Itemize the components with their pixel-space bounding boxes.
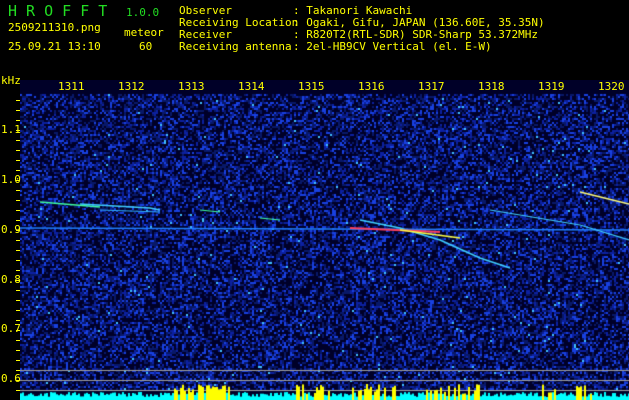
- datetime: 25.09.21 13:10: [8, 40, 101, 53]
- y-tick: [16, 390, 20, 391]
- y-tick: [16, 110, 20, 111]
- y-tick: [16, 180, 20, 181]
- y-tick: [16, 290, 20, 291]
- y-unit: kHz: [1, 74, 21, 87]
- y-tick: [16, 330, 20, 331]
- y-tick: [16, 250, 20, 251]
- y-tick: [16, 130, 20, 131]
- y-tick: [16, 260, 20, 261]
- y-tick: [16, 150, 20, 151]
- meteor-count: 60: [139, 40, 153, 53]
- info-value: : Takanori Kawachi: [293, 4, 413, 17]
- y-tick: [16, 100, 20, 101]
- y-tick: [16, 270, 20, 271]
- y-tick: [16, 230, 20, 231]
- x-tick-label: 1312: [118, 80, 145, 93]
- y-tick: [16, 210, 20, 211]
- x-tick-label: 1317: [418, 80, 445, 93]
- meteor-label: meteor: [124, 26, 164, 39]
- x-tick-label: 1318: [478, 80, 505, 93]
- x-tick-label: 1313: [178, 80, 205, 93]
- y-tick-label: 0.7: [1, 322, 21, 335]
- y-tick: [16, 310, 20, 311]
- y-tick: [16, 300, 20, 301]
- x-tick-label: 1319: [538, 80, 565, 93]
- info-value: : R820T2(RTL-SDR) SDR-Sharp 53.372MHz: [293, 28, 539, 41]
- info-label: Receiver: [179, 28, 232, 41]
- x-tick-label: 1315: [298, 80, 325, 93]
- info-label: Receiving Location: [179, 16, 299, 29]
- x-tick-label: 1314: [238, 80, 265, 93]
- spectrogram: [20, 80, 629, 400]
- y-tick: [16, 360, 20, 361]
- y-tick: [16, 350, 20, 351]
- y-tick-label: 1.0: [1, 173, 21, 186]
- y-tick: [16, 340, 20, 341]
- filename: 2509211310.png: [8, 21, 101, 34]
- info-value: : 2el-HB9CV Vertical (el. E-W): [293, 40, 492, 53]
- info-value: : Ogaki, Gifu, JAPAN (136.60E, 35.35N): [293, 16, 545, 29]
- app-name: H R O F F T: [8, 2, 108, 20]
- y-tick: [16, 160, 20, 161]
- app-version: 1.0.0: [126, 6, 160, 19]
- y-tick-label: 0.6: [1, 372, 21, 385]
- x-tick-label: 1311: [58, 80, 85, 93]
- y-tick: [16, 140, 20, 141]
- y-tick-label: 0.9: [1, 223, 21, 236]
- y-tick: [16, 370, 20, 371]
- info-label: Receiving antenna: [179, 40, 292, 53]
- y-tick: [16, 380, 20, 381]
- y-tick: [16, 220, 20, 221]
- y-tick: [16, 200, 20, 201]
- y-tick: [16, 240, 20, 241]
- y-tick-label: 1.1: [1, 123, 21, 136]
- y-axis: kHz 1.1 1.0 0.9 0.8 0.7 0.6: [0, 74, 21, 400]
- x-tick-label: 1316: [358, 80, 385, 93]
- y-tick: [16, 280, 20, 281]
- y-tick: [16, 320, 20, 321]
- y-tick-label: 0.8: [1, 273, 21, 286]
- x-tick-label: 1320: [598, 80, 625, 93]
- y-tick: [16, 120, 20, 121]
- y-tick: [16, 190, 20, 191]
- info-label: Observer: [179, 4, 232, 17]
- y-tick: [16, 170, 20, 171]
